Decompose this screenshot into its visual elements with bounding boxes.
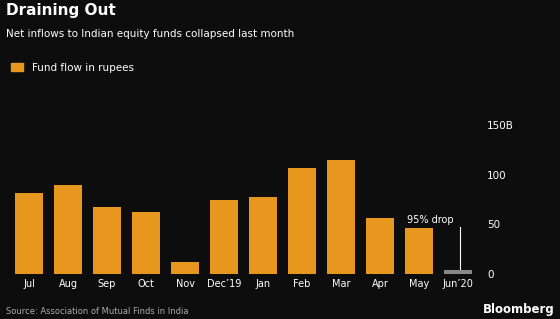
Bar <box>288 168 316 274</box>
Bar <box>366 218 394 274</box>
Bar <box>132 211 160 274</box>
Bar <box>249 197 277 274</box>
Bar <box>15 193 43 274</box>
Text: 95% drop: 95% drop <box>407 216 454 226</box>
Bar <box>405 228 433 274</box>
Text: Net inflows to Indian equity funds collapsed last month: Net inflows to Indian equity funds colla… <box>6 29 294 39</box>
Bar <box>54 185 82 274</box>
Bar <box>93 207 121 274</box>
Bar <box>444 271 472 274</box>
Bar <box>327 160 355 274</box>
Text: Source: Association of Mutual Finds in India: Source: Association of Mutual Finds in I… <box>6 307 188 316</box>
Legend: Fund flow in rupees: Fund flow in rupees <box>11 63 134 73</box>
Text: Bloomberg: Bloomberg <box>483 303 554 316</box>
Bar <box>210 200 238 274</box>
Text: Draining Out: Draining Out <box>6 3 115 18</box>
Bar <box>171 262 199 274</box>
